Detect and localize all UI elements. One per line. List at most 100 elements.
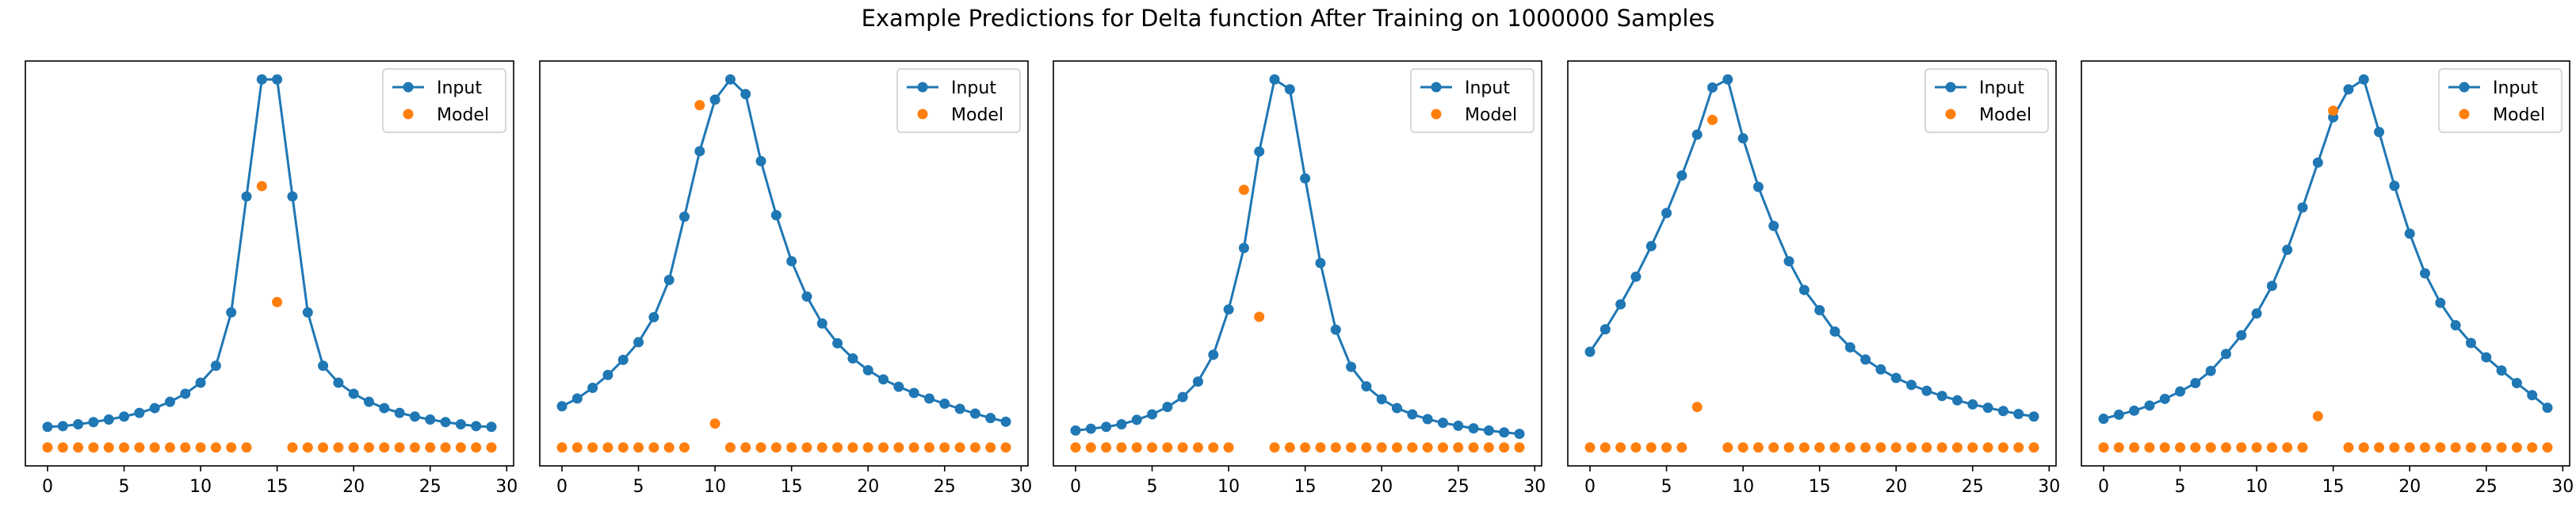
input-point bbox=[1147, 409, 1158, 420]
input-point bbox=[893, 381, 904, 392]
model-point bbox=[2496, 442, 2507, 453]
x-tick-label: 20 bbox=[1885, 477, 1907, 497]
input-point bbox=[73, 419, 84, 430]
input-point bbox=[755, 155, 766, 166]
model-point bbox=[226, 442, 237, 453]
model-point bbox=[939, 442, 950, 453]
input-point bbox=[847, 353, 858, 364]
legend-input-label: Input bbox=[437, 78, 482, 98]
input-point bbox=[1499, 427, 1510, 438]
input-point bbox=[272, 74, 283, 85]
model-point bbox=[1238, 185, 1249, 196]
model-point bbox=[57, 442, 68, 453]
input-point bbox=[1661, 208, 1672, 219]
model-point bbox=[2144, 442, 2155, 453]
input-point bbox=[1101, 422, 1112, 433]
model-point bbox=[455, 442, 466, 453]
model-point bbox=[893, 442, 904, 453]
input-point bbox=[1951, 395, 1963, 406]
model-point bbox=[1707, 114, 1718, 125]
model-point bbox=[1284, 442, 1295, 453]
model-point bbox=[786, 442, 797, 453]
model-point bbox=[1844, 442, 1856, 453]
x-tick-label: 0 bbox=[556, 477, 568, 497]
model-point bbox=[923, 442, 934, 453]
model-point bbox=[1768, 442, 1779, 453]
model-point bbox=[180, 442, 191, 453]
legend-input-marker bbox=[403, 82, 414, 93]
input-point bbox=[134, 407, 145, 418]
input-point bbox=[633, 337, 644, 348]
input-point bbox=[1208, 349, 1219, 360]
input-point bbox=[1407, 409, 1418, 420]
input-point bbox=[1906, 380, 1917, 391]
model-point bbox=[1860, 442, 1871, 453]
input-point bbox=[2496, 365, 2507, 376]
model-point bbox=[1483, 442, 1494, 453]
input-point bbox=[1070, 425, 1081, 436]
input-point bbox=[1346, 361, 1357, 372]
model-point bbox=[1630, 442, 1642, 453]
model-point bbox=[302, 442, 313, 453]
model-point bbox=[2420, 442, 2431, 453]
model-point bbox=[149, 442, 160, 453]
model-point bbox=[1906, 442, 1917, 453]
x-tick-label: 10 bbox=[2245, 477, 2268, 497]
input-point bbox=[2220, 349, 2231, 360]
model-point bbox=[333, 442, 344, 453]
input-point bbox=[2542, 402, 2553, 414]
input-point bbox=[103, 414, 114, 425]
model-point bbox=[985, 442, 996, 453]
input-point bbox=[1737, 133, 1749, 144]
legend-model-label: Model bbox=[1979, 105, 2031, 125]
input-point bbox=[2420, 268, 2431, 279]
axes-frame bbox=[539, 60, 1029, 467]
input-point bbox=[587, 383, 598, 394]
input-point bbox=[2236, 330, 2247, 341]
model-point bbox=[2159, 442, 2170, 453]
input-point bbox=[1768, 220, 1779, 231]
x-tick-label: 5 bbox=[119, 477, 130, 497]
model-point bbox=[1514, 442, 1525, 453]
input-point bbox=[1269, 74, 1280, 85]
model-point bbox=[969, 442, 980, 453]
model-point bbox=[1346, 442, 1357, 453]
input-point bbox=[1392, 402, 1403, 414]
model-point bbox=[2175, 442, 2186, 453]
input-point bbox=[786, 256, 797, 267]
input-point bbox=[241, 191, 252, 202]
input-point bbox=[2450, 320, 2461, 331]
input-point bbox=[57, 421, 68, 432]
model-point bbox=[256, 181, 267, 192]
legend-input-label: Input bbox=[2493, 78, 2538, 98]
legend-input-marker bbox=[917, 82, 928, 93]
model-point bbox=[394, 442, 405, 453]
model-point bbox=[832, 442, 843, 453]
input-point bbox=[1814, 304, 1825, 315]
model-point bbox=[602, 442, 613, 453]
x-tick-label: 30 bbox=[495, 477, 518, 497]
input-point bbox=[1223, 304, 1234, 315]
legend-box bbox=[896, 68, 1021, 133]
model-point bbox=[42, 442, 53, 453]
model-point bbox=[1177, 442, 1188, 453]
model-point bbox=[2297, 442, 2308, 453]
input-point bbox=[2266, 280, 2277, 292]
input-point bbox=[1300, 173, 1311, 184]
model-point bbox=[2205, 442, 2216, 453]
input-point bbox=[1284, 84, 1295, 95]
input-point bbox=[287, 191, 298, 202]
input-point bbox=[1085, 423, 1096, 434]
x-tick-label: 15 bbox=[1809, 477, 1831, 497]
input-point bbox=[149, 402, 160, 414]
input-point bbox=[1254, 146, 1265, 157]
model-point bbox=[2481, 442, 2492, 453]
input-point bbox=[556, 401, 568, 412]
legend-box bbox=[1410, 68, 1535, 133]
input-point bbox=[119, 411, 130, 422]
model-point bbox=[2404, 442, 2415, 453]
input-point bbox=[678, 212, 690, 223]
input-point bbox=[1997, 406, 2008, 417]
